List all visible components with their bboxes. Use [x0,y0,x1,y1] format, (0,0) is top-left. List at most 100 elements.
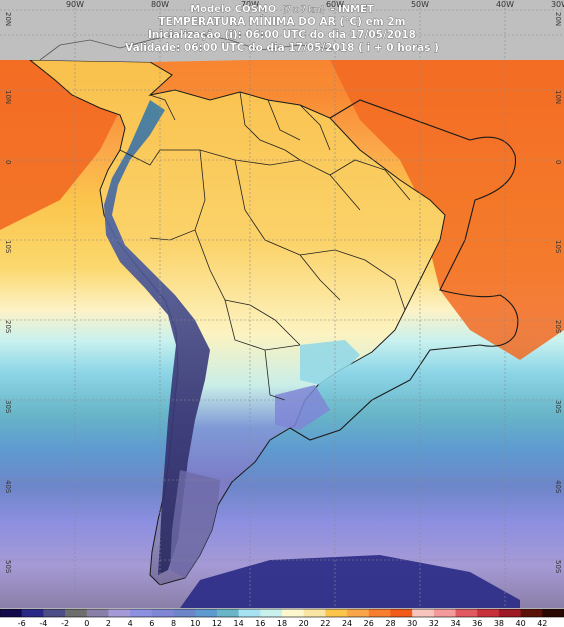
uruguay-cool [275,385,330,430]
lon-label-60w: 60W [326,0,344,9]
colorbar-tick-label: 20 [299,619,309,627]
lat-label-0-right: 0 [554,160,562,164]
colorbar-swatch [542,609,564,617]
colorbar-tick-label: 30 [407,619,417,627]
colorbar-swatch [303,609,326,617]
map-title-block: Modelo COSMO [7 x 7 km] - INMET TEMPERAT… [125,4,439,55]
colorbar-swatch [455,609,478,617]
colorbar-swatch [282,609,305,617]
latitude-labels: 20N 20N 10N 10N 0 0 10S 10S 20S 20S 30S 30S 40S 40S 50… [4,12,562,574]
colorbar-tick-label: 38 [494,619,504,627]
lat-label-20n-right: 20N [554,12,562,26]
colorbar-tick-label: 40 [516,619,526,627]
north-america-mask [0,0,564,62]
colorbar-tick-label: 12 [212,619,222,627]
colorbar-tick-label: 18 [277,619,287,627]
colorbar-swatch [130,609,153,617]
southern-cold-region [180,555,520,608]
lat-label-10s-left: 10S [4,240,12,254]
colorbar-tick-label: 8 [171,619,176,627]
colorbar-tick-label: 0 [84,619,89,627]
colorbar-tick-label: 28 [385,619,395,627]
patagonia-cold [170,470,220,578]
colorbar-tick-label: -4 [39,619,47,627]
lon-label-70w: 70W [241,0,259,9]
colorbar-tick-label: 34 [450,619,460,627]
colorbar-tick-label: 22 [320,619,330,627]
graticule-top [0,0,564,608]
lat-label-50s-left: 50S [4,560,12,574]
colorbar-tick-label: 14 [234,619,244,627]
lon-label-90w: 90W [66,0,84,9]
lon-label-40w: 40W [496,0,514,9]
svg-text:Modelo COSMO [7 x 7 km: Modelo COSMO [7 x 7 km] - INMET [190,4,374,15]
colorbar-swatch [412,609,435,617]
colorbar-tick-label: 32 [429,619,439,627]
colorbar-tick-label: 16 [255,619,265,627]
colorbar-swatch [347,609,370,617]
lat-label-20s-left: 20S [4,320,12,334]
lat-label-50s-right: 50S [554,560,562,574]
country-borders [119,91,411,401]
colorbar-border [0,608,564,618]
title-initialization: Inicialização (i): 06:00 UTC do dia 17/0… [148,29,416,41]
colorbar-tick-label: 26 [364,619,374,627]
southern-brazil-cool [300,340,360,385]
colorbar-tick-label: -2 [61,619,69,627]
lat-label-20s-right: 20S [554,320,562,334]
colorbar-swatch [368,609,391,617]
colorbar-swatch [43,609,66,617]
title-variable: TEMPERATURA MÍNIMA DO AR (°C) em 2m [158,15,405,28]
caribbean-coast [39,31,341,61]
colorbar: -6 -4 -2 0 2 4 6 8 10 12 14 16 18 20 22 24 26 28 30 32 34 36 3… [0,608,564,627]
colorbar-tick-label: 2 [106,619,111,627]
andes-cold-spine [104,100,210,575]
colorbar-tick-label: 36 [472,619,482,627]
colorbar-swatch [390,609,413,617]
lat-label-10s-right: 10S [554,240,562,254]
colorbar-swatch [477,609,500,617]
colorbar-tick-label: 42 [537,619,547,627]
colorbar-swatch [498,609,522,617]
colorbar-swatch [86,609,109,617]
colorbar-tick-label: 24 [342,619,352,627]
model-domain-outline [289,99,519,441]
colorbar-swatch [195,609,218,617]
lat-label-10n-right: 10N [554,90,562,104]
colorbar-tick-label: -6 [18,619,26,627]
lat-label-20n-left: 20N [4,12,12,26]
title-validity: Validade: 06:00 UTC do dia 17/05/2018 ( … [125,42,439,54]
longitude-labels: 90W 80W 70W 60W 50W 40W 30W [66,0,564,9]
colorbar-swatch [173,609,196,617]
lat-label-0-left: 0 [4,160,12,164]
colorbar-swatch [0,609,23,617]
colorbar-swatch [260,609,283,617]
south-america-land [28,59,446,586]
colorbar-tick-label: 4 [128,619,133,627]
colorbar-swatch [238,609,261,617]
colorbar-tick-label: 10 [190,619,200,627]
lon-label-80w: 80W [151,0,169,9]
atlantic-warm-band [330,60,564,360]
lat-label-40s-right: 40S [554,480,562,494]
title-source: - INMET [330,4,374,15]
colorbar-swatch [433,609,457,617]
colorbar-swatch [520,609,543,617]
colorbar-swatch [108,609,131,617]
colorbar-swatch [151,609,175,617]
colorbar-tick-label: 6 [149,619,154,627]
lat-label-30s-left: 30S [4,400,12,414]
lat-label-10n-left: 10N [4,90,12,104]
title-model: Modelo COSMO [190,4,276,15]
colorbar-swatch [65,609,88,617]
title-resolution: [7 x 7 km] [283,5,324,14]
colorbar-swatch [216,609,240,617]
lon-label-50w: 50W [411,0,429,9]
colorbar-swatch [21,609,44,617]
lat-label-30s-right: 30S [554,400,562,414]
colorbar-swatch [325,609,348,617]
lat-label-40s-left: 40S [4,480,12,494]
lon-label-30w: 30W [551,0,564,9]
